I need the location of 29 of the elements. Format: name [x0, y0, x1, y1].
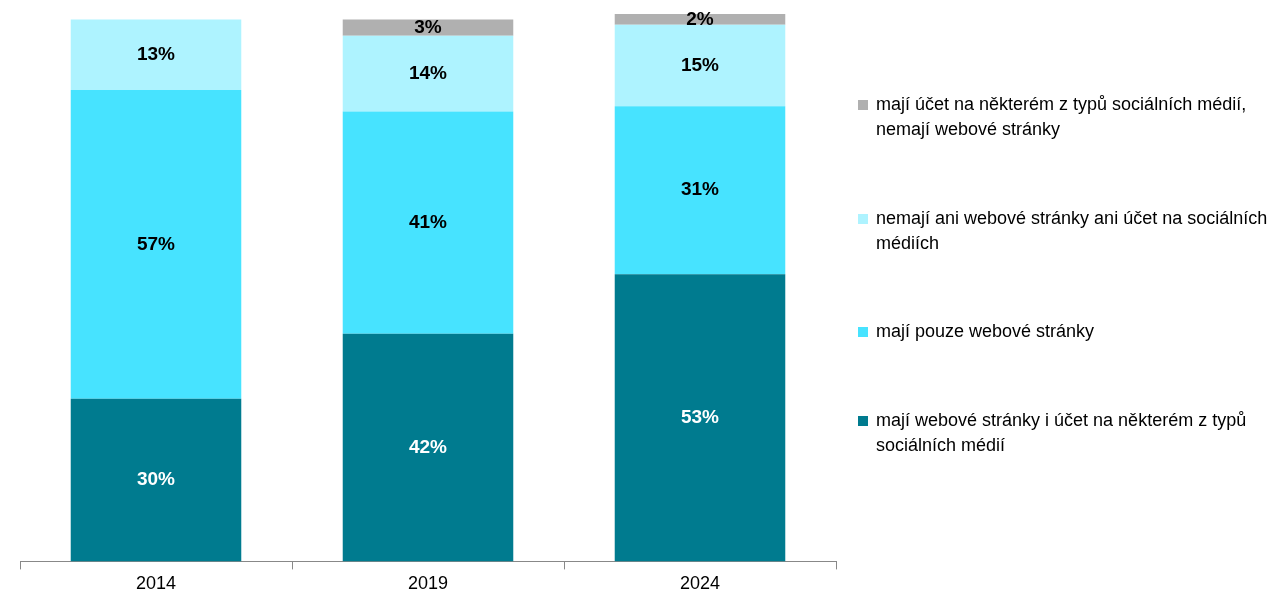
- bar: [614, 24, 786, 107]
- data-label: 3%: [414, 15, 442, 37]
- bar: [614, 14, 786, 25]
- data-label: 13%: [136, 42, 176, 64]
- x-tick-label: 2014: [135, 573, 177, 594]
- data-label: 31%: [680, 178, 720, 200]
- bar: [342, 19, 514, 36]
- bar: [614, 106, 786, 275]
- data-label: 14%: [408, 61, 448, 83]
- data-label: 2%: [686, 7, 714, 29]
- bar: [342, 35, 514, 112]
- legend-label: mají webové stránky i účet na některém z typů sociálních médií: [876, 409, 1248, 458]
- data-label: 15%: [680, 53, 720, 75]
- bar: [70, 19, 242, 90]
- bar: [614, 274, 786, 562]
- data-label: 57%: [136, 232, 176, 254]
- legend-label: nemají ani webové stránky ani účet na sociálních médiích: [876, 206, 1268, 255]
- bar: [342, 333, 514, 562]
- x-tick-label: 2019: [407, 573, 449, 594]
- bar: [70, 398, 242, 562]
- data-label: 42%: [408, 435, 448, 457]
- bar: [342, 111, 514, 334]
- data-label: 41%: [408, 210, 448, 232]
- legend-label: mají pouze webové stránky: [876, 320, 1095, 344]
- x-tick-label: 2024: [679, 573, 721, 594]
- data-label: 53%: [680, 406, 720, 428]
- data-label: 30%: [136, 468, 176, 490]
- bar: [70, 89, 242, 399]
- legend-label: mají účet na některém z typů sociálních médií, nemají webové stránky: [876, 92, 1248, 141]
